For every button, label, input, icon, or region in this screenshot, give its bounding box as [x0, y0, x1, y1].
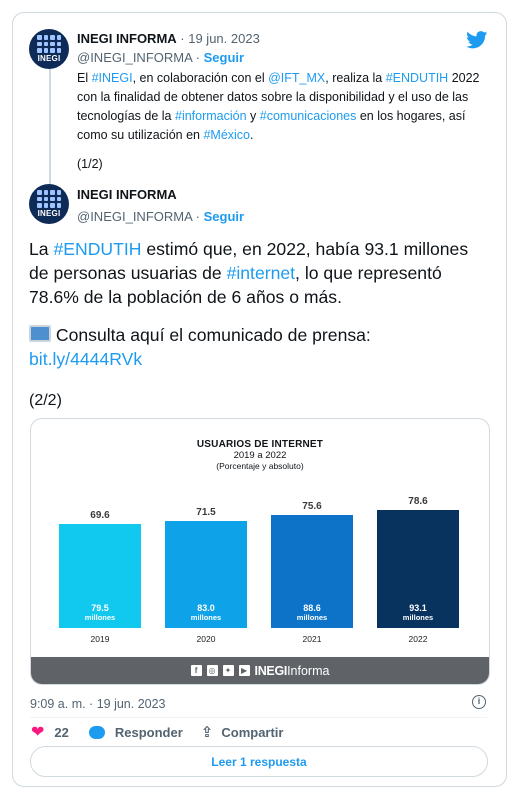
x-tick-label: 2020 [196, 634, 216, 644]
inegi-informa-logo: INEGIInforma [254, 663, 330, 678]
like-count[interactable]: 22 [54, 724, 69, 740]
hashtag-inegi[interactable]: #INEGI [91, 71, 133, 85]
instagram-icon: ◎ [206, 665, 218, 676]
bar-value-label: 75.6 [302, 500, 322, 512]
youtube-icon: ▶ [238, 665, 250, 676]
hashtag-comunicaciones[interactable]: #comunicaciones [259, 109, 357, 123]
hashtag-mexico[interactable]: #México [203, 128, 250, 142]
action-bar: ❤ 22 Responder ⇪ Compartir [31, 722, 283, 742]
author-handle-2[interactable]: @INEGI_INFORMA [77, 209, 193, 224]
computer-icon [29, 325, 51, 342]
bar-2021 [271, 514, 353, 628]
hashtag-endutih-2[interactable]: #ENDUTIH [53, 239, 142, 259]
inegi-avatar[interactable]: INEGI [29, 29, 69, 69]
chart-footer: f ◎ ✦ ▶ INEGIInforma [31, 657, 489, 684]
info-icon[interactable]: i [472, 695, 486, 709]
follow-button-2[interactable]: Seguir [203, 209, 245, 224]
hashtag-endutih[interactable]: #ENDUTIH [385, 71, 449, 85]
author-handle[interactable]: @INEGI_INFORMA [77, 50, 193, 65]
read-replies-button[interactable]: Leer 1 respuesta [30, 746, 488, 777]
read-replies-label: Leer 1 respuesta [211, 754, 307, 769]
x-tick-label: 2022 [408, 634, 428, 644]
bar-value-label: 71.5 [196, 506, 216, 518]
bar-absolute-label: 93.1 millones [402, 603, 434, 623]
tweet1-handle-row: @INEGI_INFORMA · Seguir [77, 50, 245, 65]
reply-bubble-icon[interactable] [88, 725, 105, 739]
share-icon[interactable]: ⇪ [200, 724, 214, 741]
bar-absolute-label: 83.0 millones [190, 603, 222, 623]
bar-2022 [377, 510, 459, 628]
avatar-label: INEGI [37, 209, 61, 218]
like-heart-icon[interactable]: ❤ [31, 724, 45, 741]
inegi-avatar-2[interactable]: INEGI [29, 184, 69, 224]
bar-value-label: 69.6 [90, 509, 110, 521]
x-tick-label: 2019 [90, 634, 110, 644]
tweet-card: INEGI INEGI INFORMA · 19 jun. 2023 @INEG… [12, 12, 507, 787]
tweet2-counter: (2/2) [29, 392, 62, 409]
x-tick-label: 2021 [302, 634, 322, 644]
press-link[interactable]: bit.ly/4444RVk [29, 349, 143, 369]
mention-ift[interactable]: @IFT_MX [268, 71, 326, 85]
chart-note: (Porcentaje y absoluto) [216, 461, 304, 471]
bar-absolute-label: 79.5 millones [84, 603, 116, 623]
chart-subtitle: 2019 a 2022 [233, 450, 287, 461]
hashtag-internet[interactable]: #internet [226, 263, 296, 283]
bar-plot: 69.6 79.5 millones 2019 71.5 83.0 millones 2020… [47, 463, 471, 648]
bar-2020 [165, 520, 247, 628]
bar-absolute-label: 88.6 millones [296, 603, 328, 623]
author-name-2[interactable]: INEGI INFORMA [77, 187, 177, 202]
divider [30, 717, 487, 718]
hashtag-informacion[interactable]: #información [175, 109, 247, 123]
facebook-icon: f [190, 665, 202, 676]
author-name[interactable]: INEGI INFORMA [77, 31, 177, 46]
tweet1-counter: (1/2) [77, 157, 103, 171]
tweet2-handle-row: @INEGI_INFORMA · Seguir [77, 209, 245, 224]
reply-button[interactable]: Responder [114, 724, 183, 740]
avatar-label: INEGI [37, 54, 61, 63]
avatar-grid-icon [37, 35, 61, 53]
tweet1-header: INEGI INFORMA · 19 jun. 2023 [77, 31, 260, 46]
twitter-icon: ✦ [222, 665, 234, 676]
bar-2019 [59, 523, 141, 628]
share-button[interactable]: Compartir [221, 724, 284, 740]
chart-title: USUARIOS DE INTERNET [196, 439, 324, 450]
tweet2-text: La #ENDUTIH estimó que, en 2022, había 9… [29, 239, 469, 307]
chart-image[interactable]: USUARIOS DE INTERNET 2019 a 2022 (Porcen… [30, 418, 490, 685]
tweet2-press-line: Consulta aquí el comunicado de prensa: b… [29, 325, 371, 369]
twitter-bird-icon[interactable] [466, 31, 488, 49]
bar-value-label: 78.6 [408, 496, 428, 508]
thread-line [49, 69, 51, 187]
tweet-date[interactable]: 19 jun. 2023 [188, 31, 260, 46]
follow-button[interactable]: Seguir [203, 50, 245, 65]
avatar-grid-icon [37, 190, 61, 208]
tweet-timestamp[interactable]: 9:09 a. m. · 19 jun. 2023 [30, 697, 166, 711]
tweet1-text: El #INEGI, en colaboración con el @IFT_M… [77, 71, 480, 142]
